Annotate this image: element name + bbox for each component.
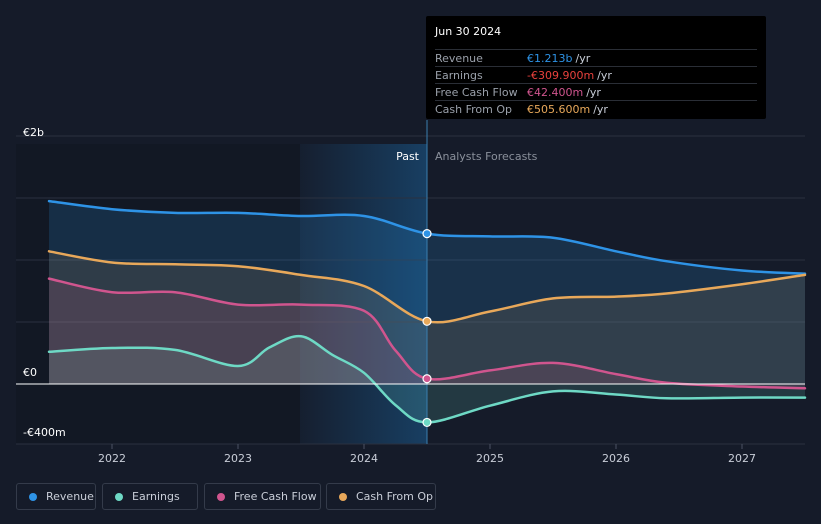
tooltip-label: Earnings: [435, 69, 483, 82]
forecast-label: Analysts Forecasts: [435, 150, 538, 163]
x-tick-label: 2022: [98, 452, 126, 465]
tooltip-row-earnings: Earnings -€309.900m/yr: [435, 66, 757, 84]
legend-dot-icon: [339, 493, 347, 501]
tooltip-row-revenue: Revenue €1.213b/yr: [435, 49, 757, 67]
marker-revenue: [422, 228, 432, 239]
y-tick-label: -€400m: [23, 426, 66, 439]
legend-item-cash-from-op[interactable]: Cash From Op: [326, 483, 436, 510]
legend-label: Cash From Op: [356, 490, 434, 503]
hover-markers: [422, 228, 432, 428]
x-axis: 2022 2023 2024 2025 2026 2027: [98, 444, 756, 465]
tooltip-value: €1.213b/yr: [527, 52, 591, 65]
legend-dot-icon: [217, 493, 225, 501]
tooltip: Jun 30 2024 Revenue €1.213b/yr Earnings …: [426, 16, 766, 119]
past-label: Past: [396, 150, 420, 163]
tooltip-label: Free Cash Flow: [435, 86, 518, 99]
x-tick-label: 2025: [476, 452, 504, 465]
gridlines: [16, 135, 805, 445]
legend-item-free-cash-flow[interactable]: Free Cash Flow: [204, 483, 321, 510]
legend-label: Revenue: [46, 490, 94, 503]
legend-item-earnings[interactable]: Earnings: [102, 483, 198, 510]
tooltip-row-cfo: Cash From Op €505.600m/yr: [435, 100, 757, 118]
series-area-cash-from-op: [49, 251, 805, 384]
tooltip-value: €505.600m/yr: [527, 103, 608, 116]
x-tick-label: 2026: [602, 452, 630, 465]
tooltip-value: €42.400m/yr: [527, 86, 601, 99]
tooltip-row-fcf: Free Cash Flow €42.400m/yr: [435, 83, 757, 101]
series-line-free-cash-flow: [47, 277, 807, 390]
tooltip-label: Cash From Op: [435, 103, 513, 116]
x-tick-label: 2023: [224, 452, 252, 465]
legend-label: Free Cash Flow: [234, 490, 317, 503]
tooltip-label: Revenue: [435, 52, 483, 65]
marker-earnings: [422, 417, 432, 428]
legend-dot-icon: [115, 493, 123, 501]
y-tick-label: €2b: [23, 126, 44, 139]
tooltip-date: Jun 30 2024: [435, 25, 502, 38]
tooltip-value: -€309.900m/yr: [527, 69, 612, 82]
legend-label: Earnings: [132, 490, 180, 503]
series-area-free-cash-flow: [49, 278, 805, 389]
series-line-earnings: [47, 334, 807, 424]
legend-dot-icon: [29, 493, 37, 501]
marker-cash-from-op: [422, 316, 432, 326]
x-tick-label: 2027: [728, 452, 756, 465]
x-tick-label: 2024: [350, 452, 378, 465]
past-highlight: [300, 144, 427, 444]
past-background: [16, 144, 300, 444]
marker-free-cash-flow: [422, 374, 432, 384]
legend-item-revenue[interactable]: Revenue: [16, 483, 96, 510]
y-tick-label: €0: [23, 366, 37, 379]
